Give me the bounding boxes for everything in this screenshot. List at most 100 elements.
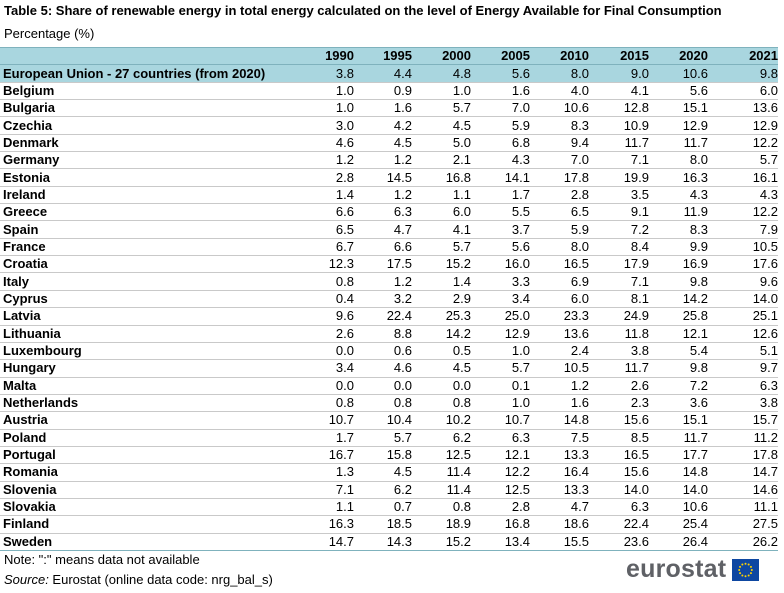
table-cell: 6.8	[471, 134, 530, 153]
table-cell: 2.6	[290, 325, 354, 343]
column-header: 2005	[471, 46, 530, 66]
table-cell: 0.7	[354, 498, 412, 517]
table-row: Slovenia 7.1 6.2 11.4 12.5 13.3 14.0 14.0 14.6	[0, 481, 778, 499]
table-cell: 1.0	[290, 99, 354, 118]
flag-star	[747, 563, 750, 566]
table-cell: 2.6	[589, 377, 649, 395]
flag-star	[738, 568, 741, 571]
table-cell: 10.6	[649, 498, 708, 517]
flag-star	[741, 563, 744, 566]
row-label: Portugal	[0, 446, 290, 465]
table-cell: 14.7	[290, 533, 354, 551]
row-label: Germany	[0, 151, 290, 170]
table-cell: 2.8	[530, 186, 589, 205]
table-cell: 5.6	[471, 64, 530, 83]
row-label: France	[0, 238, 290, 257]
table-cell: 0.8	[290, 272, 354, 291]
table-cell: 1.4	[290, 186, 354, 205]
table-cell: 10.6	[649, 64, 708, 83]
table-cell: 13.3	[530, 481, 589, 499]
table-cell: 1.7	[290, 429, 354, 447]
table-cell: 9.6	[708, 272, 778, 291]
table-row: Romania 1.3 4.5 11.4 12.2 16.4 15.6 14.8 14.7	[0, 463, 778, 482]
table-cell: 1.6	[530, 394, 589, 413]
table-cell: 5.4	[649, 342, 708, 361]
table-cell: 10.4	[354, 411, 412, 430]
table-cell: 6.0	[708, 82, 778, 101]
table-cell: 25.4	[649, 515, 708, 534]
table-cell: 14.8	[649, 463, 708, 482]
table-cell: 4.5	[354, 134, 412, 153]
table-row: Ireland 1.4 1.2 1.1 1.7 2.8 3.5 4.3 4.3	[0, 186, 778, 205]
row-label: Lithuania	[0, 325, 290, 343]
table-cell: 27.5	[708, 515, 778, 534]
table-cell: 12.6	[708, 325, 778, 343]
header-corner-cell	[0, 46, 290, 66]
table-cell: 17.6	[708, 255, 778, 274]
table-cell: 12.5	[412, 446, 471, 465]
table-row: Finland 16.3 18.5 18.9 16.8 18.6 22.4 25.4 27.5	[0, 515, 778, 534]
table-cell: 12.1	[471, 446, 530, 465]
table-cell: 23.3	[530, 307, 589, 326]
column-header: 2010	[530, 46, 589, 66]
row-label: Austria	[0, 411, 290, 430]
table-cell: 0.0	[412, 377, 471, 395]
table-cell: 14.7	[708, 463, 778, 482]
table-cell: 15.1	[649, 99, 708, 118]
table-cell: 25.0	[471, 307, 530, 326]
table-cell: 25.1	[708, 307, 778, 326]
table-cell: 6.3	[589, 498, 649, 517]
table-cell: 24.9	[589, 307, 649, 326]
table-row: Hungary 3.4 4.6 4.5 5.7 10.5 11.7 9.8 9.7	[0, 359, 778, 378]
flag-star	[750, 565, 753, 568]
table-cell: 15.2	[412, 533, 471, 551]
table-cell: 2.9	[412, 290, 471, 309]
table-cell: 12.2	[708, 134, 778, 153]
table-cell: 1.7	[471, 186, 530, 205]
table-cell: 16.5	[589, 446, 649, 465]
table-cell: 13.3	[530, 446, 589, 465]
table-body: European Union - 27 countries (from 2020…	[0, 64, 778, 551]
table-cell: 3.3	[471, 272, 530, 291]
table-cell: 4.3	[708, 186, 778, 205]
table-cell: 4.6	[354, 359, 412, 378]
row-label: Romania	[0, 463, 290, 482]
table-cell: 22.4	[589, 515, 649, 534]
source-text: Eurostat (online data code: nrg_bal_s)	[48, 572, 273, 587]
table-cell: 10.7	[471, 411, 530, 430]
table-cell: 16.3	[290, 515, 354, 534]
table-cell: 3.2	[354, 290, 412, 309]
table-cell: 16.9	[649, 255, 708, 274]
table-cell: 18.6	[530, 515, 589, 534]
table-cell: 0.0	[290, 377, 354, 395]
table-cell: 8.3	[649, 220, 708, 239]
row-label: Italy	[0, 272, 290, 291]
table-cell: 14.1	[471, 168, 530, 187]
table-cell: 1.2	[354, 186, 412, 205]
table-cell: 7.0	[471, 99, 530, 118]
table-cell: 4.6	[290, 134, 354, 153]
table-title: Table 5: Share of renewable energy in to…	[4, 3, 722, 18]
table-row: Lithuania 2.6 8.8 14.2 12.9 13.6 11.8 12.1 12.6	[0, 325, 778, 343]
table-cell: 4.8	[412, 64, 471, 83]
table-cell: 14.5	[354, 168, 412, 187]
row-label: Estonia	[0, 168, 290, 187]
table-cell: 4.2	[354, 116, 412, 135]
table-cell: 10.2	[412, 411, 471, 430]
table-row: Croatia 12.3 17.5 15.2 16.0 16.5 17.9 16.9 17.6	[0, 255, 778, 274]
table-cell: 9.8	[649, 272, 708, 291]
table-cell: 22.4	[354, 307, 412, 326]
table-cell: 15.6	[589, 411, 649, 430]
column-header: 2020	[649, 46, 708, 66]
table-cell: 3.0	[290, 116, 354, 135]
table-cell: 7.1	[290, 481, 354, 499]
table-cell: 3.4	[471, 290, 530, 309]
row-label: Poland	[0, 429, 290, 447]
table-cell: 6.0	[412, 203, 471, 222]
table-cell: 17.7	[649, 446, 708, 465]
table-cell: 9.9	[649, 238, 708, 257]
table-header-row: 1990 1995 2000 2005 2010 2015 2020 2021	[0, 46, 778, 66]
table-cell: 7.0	[530, 151, 589, 170]
table-cell: 4.7	[354, 220, 412, 239]
footnote: Note: ":" means data not available	[4, 552, 200, 567]
